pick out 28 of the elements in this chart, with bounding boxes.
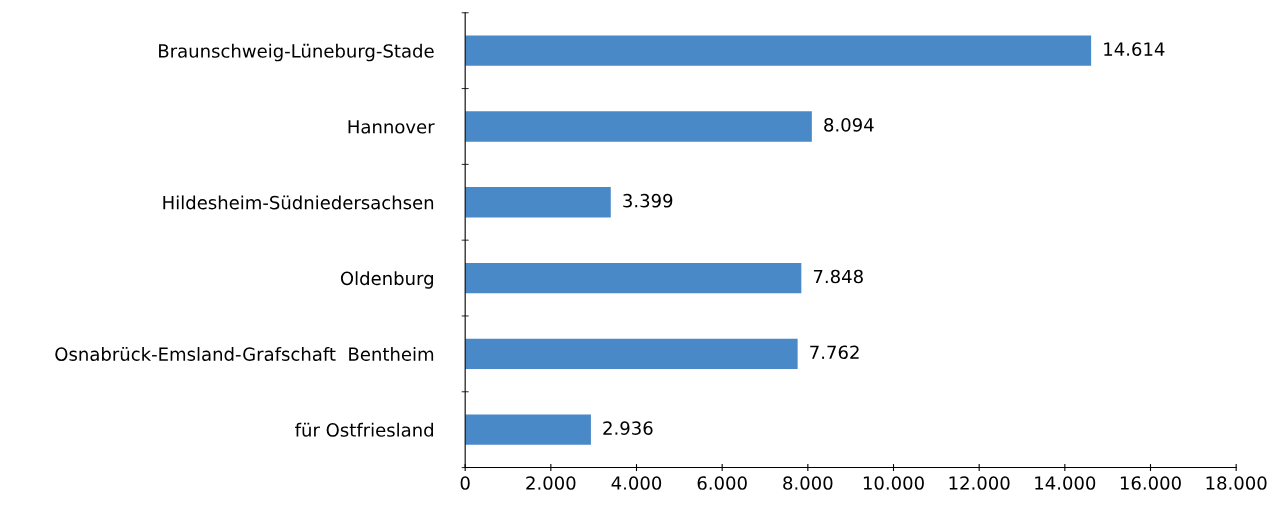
y-tick-label: Hildesheim-Südniedersachsen: [163, 195, 434, 210]
x-tick-label: 10.000: [863, 476, 924, 490]
y-tick-label: Braunschweig-Lüneburg-Stade: [159, 43, 434, 62]
x-tick-label: 2.000: [526, 476, 576, 490]
bar: [465, 35, 1092, 66]
y-tick-label: Oldenburg: [340, 271, 433, 289]
y-tick-label: Hannover: [348, 120, 435, 134]
x-tick-label: 12.000: [949, 476, 1010, 490]
data-label: 8.094: [824, 118, 874, 132]
y-tick-label: für Ostfriesland: [295, 422, 433, 437]
data-label: 7.848: [813, 269, 863, 284]
bar: [465, 111, 812, 142]
x-tick-label: 6.000: [697, 476, 747, 490]
data-label: 7.762: [810, 345, 859, 360]
x-tick-label: 16.000: [1120, 476, 1181, 490]
bar: [465, 338, 798, 370]
y-tick-label: Osnabrück-Emsland-Grafschaft Bentheim: [55, 347, 434, 361]
bar: [465, 187, 611, 218]
data-label: 3.399: [623, 193, 673, 208]
data-label: 2.936: [603, 421, 653, 435]
x-tick-label: 0: [460, 476, 470, 490]
x-tick-label: 14.000: [1035, 476, 1096, 490]
data-label: 14.614: [1104, 42, 1165, 56]
bar: [465, 262, 802, 294]
x-tick-label: 18.000: [1206, 476, 1267, 490]
x-tick-label: 4.000: [611, 476, 662, 490]
bar: [465, 414, 591, 445]
x-tick-label: 8.000: [783, 476, 833, 490]
